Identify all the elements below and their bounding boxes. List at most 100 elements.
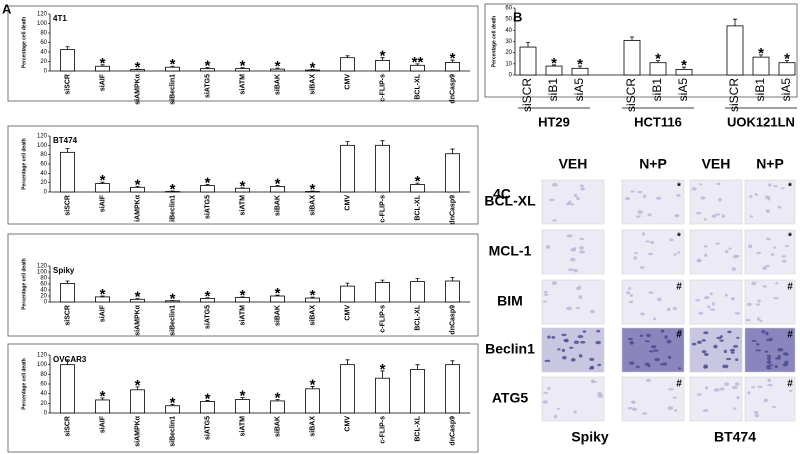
cell [781,255,787,258]
cell [633,256,638,260]
cell [757,299,761,303]
cell [735,254,740,258]
x-tick-label: siAIF [99,304,106,322]
cell [542,400,548,404]
cell [698,311,704,315]
y-tick-label: 0 [44,300,48,306]
error-bar [345,282,350,287]
x-tick-label: siSCR [727,78,741,112]
y-axis-label: Percentage cell death [21,138,27,189]
bar [410,281,425,303]
cell [580,187,585,191]
x-tick-label: siBAK [274,305,281,326]
cell [595,340,601,345]
cell [570,358,576,362]
bar [340,144,355,193]
cell [567,268,574,272]
cell [664,335,668,339]
cell [639,266,645,269]
error-bar [65,46,70,50]
cell [751,281,757,286]
cell [627,287,632,290]
cell [672,306,677,311]
cell [719,387,725,391]
cell [721,214,726,218]
y-tick-label: 80 [40,372,47,378]
x-tick-label: siBeclin1 [169,74,176,105]
significance-mark: # [676,379,682,390]
x-tick-label: CMV [344,305,351,321]
cell [761,266,768,270]
cell [751,386,756,389]
cell [676,333,683,336]
chart-title: OVCAR3 [53,355,87,364]
annotation: * [758,45,764,62]
y-tick-label: 120 [37,264,48,270]
cell [702,409,709,413]
error-bar [450,148,455,154]
y-tick-label: 120 [37,353,48,359]
cell [639,334,644,337]
cell [544,359,551,363]
cell [667,355,672,360]
error-bar [310,296,315,299]
annotation: * [100,172,106,189]
cell [628,361,635,365]
x-tick-label: iBeclin1 [169,195,176,222]
y-axis-label: Percentage cell death [21,17,27,68]
annotation: * [240,178,246,195]
x-tick-label: siATM [239,305,246,326]
cell [666,307,671,312]
error-bar [135,386,140,390]
cell [646,333,651,338]
annotation: * [275,389,281,406]
cell [767,356,771,361]
cell [691,187,697,191]
cell [710,308,716,311]
error-bar [135,186,140,188]
error-bar [170,403,175,406]
cell [570,203,575,206]
x-tick-label: siATM [239,416,246,437]
cell [785,352,789,356]
cell [756,251,762,255]
y-tick-label: 40 [505,28,512,34]
cell [701,350,707,354]
x-tick-label: siAIF [99,194,106,212]
cell [716,336,722,340]
cell [566,234,573,238]
error-bar [380,140,385,146]
cell [630,190,635,193]
cell [557,407,561,410]
cell [734,312,741,315]
error-bar [380,279,385,283]
cell [714,213,721,216]
annotation: * [170,56,176,73]
cell [644,340,650,343]
error-bar [415,182,420,185]
error-bar [100,181,105,184]
annotation: * [310,181,316,198]
cell [765,331,769,336]
cell [589,357,595,361]
y-tick-label: 80 [40,31,47,37]
cell [735,358,739,362]
cell [573,340,580,344]
chart-title: 4T1 [53,14,67,23]
cell [718,197,722,202]
x-tick-label: siB1 [753,78,767,102]
error-bar [240,67,245,69]
y-axis-label: Percentage cell death [491,16,497,67]
y-tick-label: 60 [505,6,512,12]
panel-frame [7,5,479,102]
error-bar [450,59,455,63]
error-bar [65,359,70,365]
cell [570,257,576,262]
error-bar [733,18,737,26]
cell [643,194,647,199]
y-tick-label: 50 [505,17,512,23]
cell [764,350,769,353]
error-bar [240,397,245,400]
cell [725,364,729,369]
column-label: N+P [639,156,667,172]
